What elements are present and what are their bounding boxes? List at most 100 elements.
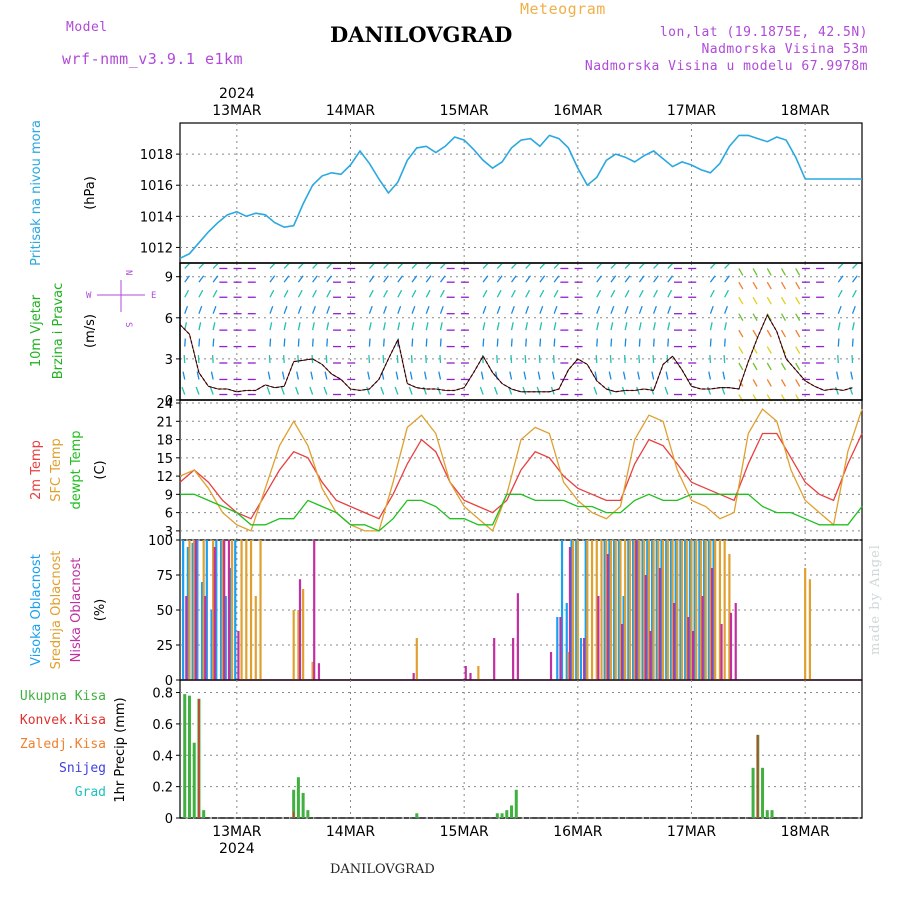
wind-arrow [766, 329, 772, 338]
y-tick-label: 0.8 [152, 687, 173, 702]
wind-arrow [212, 322, 216, 331]
wind-arrow [439, 305, 444, 314]
cloud-bar [680, 540, 684, 680]
temp-series-line [179, 408, 863, 532]
cloud-bar [644, 575, 647, 680]
cloud-bar [699, 540, 703, 680]
cloud-bar [317, 663, 321, 680]
wind-arrow [425, 289, 431, 298]
wind-arrow [510, 354, 513, 364]
wind-arrow [780, 379, 787, 387]
model-label: Model [66, 20, 108, 35]
cloud-bar [237, 631, 240, 680]
wind-arrow [394, 386, 399, 395]
wind-arrow [267, 371, 271, 380]
wind-arrow [795, 281, 801, 290]
cloud-bar [240, 540, 243, 680]
compass-rose: W E N S [86, 270, 156, 327]
wind-arrow [297, 275, 304, 283]
y-tick-label: 3 [165, 525, 173, 540]
wind-arrow [752, 329, 758, 338]
cloud-bar [641, 540, 644, 680]
cloud-bar [734, 603, 737, 680]
wind-arrow [283, 305, 288, 314]
wind-arrow [837, 289, 843, 298]
wind-arrow [780, 296, 787, 305]
cloud-bar [723, 540, 726, 680]
wind-arrow [182, 371, 186, 380]
cloud-bar [712, 540, 715, 680]
wind-arrow [496, 322, 500, 331]
wind-arrow [311, 322, 315, 331]
wind-arrow [383, 338, 385, 347]
wind-arrow [266, 386, 271, 395]
y-tick-label: 3 [165, 353, 173, 368]
cloud-bar [665, 540, 668, 680]
wind-arrow [709, 322, 713, 331]
cloud-bar [671, 540, 674, 680]
wind-arrow [780, 281, 787, 290]
wind-arrow [511, 275, 517, 283]
wind-arrow [411, 305, 416, 314]
cloud-bar [605, 540, 608, 680]
cloud-bar [646, 540, 649, 680]
cloud-bar [714, 540, 717, 680]
wind-arrow [282, 354, 285, 364]
wind-arrow [311, 338, 314, 347]
x-tick-label-top: 13MAR [212, 103, 261, 119]
legend-entry: Visoka Oblacnost [29, 554, 44, 666]
wind-arrow [283, 338, 286, 347]
wind-arrow [594, 371, 598, 380]
wind-arrow [795, 296, 801, 305]
wind-arrow [652, 338, 655, 347]
cloud-bar [469, 673, 472, 680]
wind-arrow [198, 305, 203, 314]
wind-arrow [525, 338, 527, 347]
cloud-bar [649, 631, 652, 680]
cloud-bar [221, 540, 224, 680]
wind-arrow [184, 289, 190, 298]
y-tick-label: 21 [156, 415, 173, 430]
x-tick-label-top: 14MAR [326, 103, 375, 119]
wind-arrow [198, 275, 205, 283]
compass-s: S [123, 322, 133, 327]
wind-arrow [525, 305, 530, 314]
wind-arrow [837, 305, 842, 314]
cloud-bar [565, 603, 568, 680]
wind-arrow [724, 305, 728, 314]
precip-bar [757, 734, 759, 818]
wind-arrow [551, 371, 555, 380]
cloud-bar [673, 603, 676, 680]
wind-arrow [323, 386, 328, 395]
precip-bar [415, 813, 419, 818]
wind-arrow [439, 289, 445, 298]
wind-arrow [596, 305, 601, 314]
wind-arrow [851, 322, 855, 331]
cloud-bar [603, 540, 606, 680]
cloud-bar [643, 540, 646, 680]
wind-arrow [752, 313, 758, 321]
wind-arrow [411, 322, 415, 331]
wind-arrow [795, 346, 801, 354]
wind-arrow [667, 275, 674, 283]
legend-entry: Grad [75, 785, 106, 800]
wind-arrow [752, 296, 758, 305]
cloud-bar [657, 540, 660, 680]
cloud-bar [249, 540, 253, 680]
wind-arrow [723, 354, 726, 364]
wind-arrow [638, 354, 641, 364]
panel-frame [179, 679, 863, 819]
wind-arrow [525, 275, 531, 283]
wind-arrow [780, 362, 787, 371]
cloud-bar [415, 638, 418, 680]
cloud-bar [679, 540, 682, 680]
cloud-bar [709, 540, 712, 680]
y-axis-unit: (C) [93, 460, 108, 479]
wind-arrow [482, 322, 486, 331]
cloud-bar [647, 540, 650, 680]
signature: made by Angel [868, 544, 883, 655]
cloud-bar [684, 540, 687, 680]
cloud-bar [631, 540, 635, 680]
wind-arrow [295, 386, 300, 395]
